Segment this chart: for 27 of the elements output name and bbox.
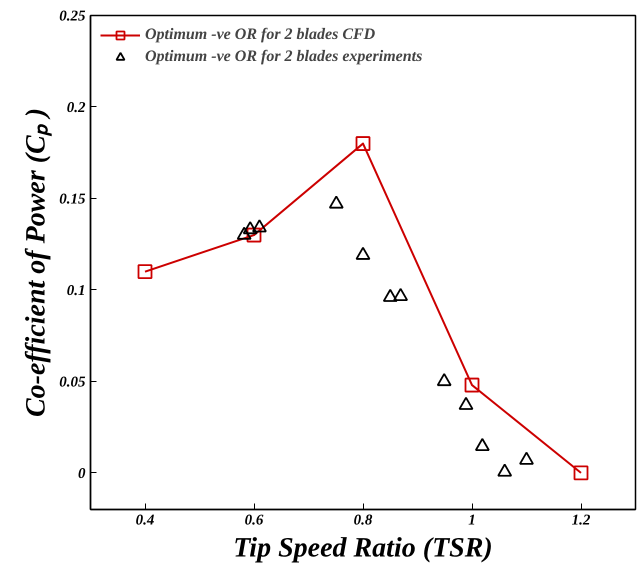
point: [497, 464, 512, 477]
legend-label: Optimum -ve OR for 2 blades CFD: [145, 26, 376, 44]
y-tick-label: 0: [78, 466, 86, 482]
point: [458, 396, 474, 410]
point: [356, 246, 370, 260]
y-tick-label: 0.2: [66, 100, 86, 116]
point: [328, 196, 344, 209]
y-tick-label: 0.25: [59, 8, 86, 24]
x-tick-label: 0.6: [244, 512, 264, 528]
point: [236, 226, 252, 240]
y-tick-label: 0.15: [59, 191, 86, 208]
x-tick-label: 0.4: [136, 512, 155, 528]
y-axis-title: Co-efficient of Power (Cₚ ): [20, 108, 52, 418]
point: [436, 373, 452, 386]
x-tick-label: 1: [468, 512, 476, 528]
point: [474, 438, 490, 452]
point: [242, 221, 258, 234]
y-tick-label: 0.05: [59, 374, 86, 390]
x-tick-label: 0.8: [354, 512, 373, 528]
point: [519, 452, 534, 465]
point: [393, 288, 408, 301]
point: [382, 288, 398, 302]
y-tick-label: 0.1: [66, 282, 86, 299]
point: [252, 219, 267, 232]
x-axis-title: Tip Speed Ratio (TSR): [233, 532, 493, 564]
legend-label: Optimum -ve OR for 2 blades experiments: [145, 48, 422, 66]
x-tick-label: 1.2: [572, 512, 591, 528]
